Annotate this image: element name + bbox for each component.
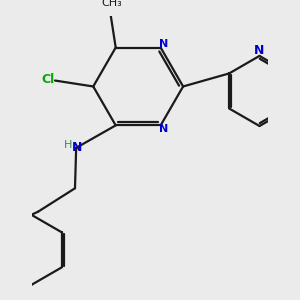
- Text: N: N: [159, 124, 168, 134]
- Text: CH₃: CH₃: [102, 0, 122, 8]
- Text: Cl: Cl: [41, 73, 55, 86]
- Text: N: N: [254, 44, 265, 57]
- Text: H: H: [64, 140, 72, 150]
- Text: N: N: [72, 141, 82, 154]
- Text: N: N: [159, 39, 168, 49]
